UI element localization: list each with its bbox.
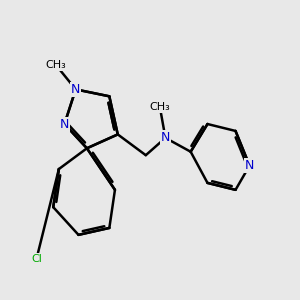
Text: N: N (71, 83, 80, 96)
Text: CH₃: CH₃ (46, 60, 66, 70)
Text: N: N (161, 131, 170, 144)
Text: CH₃: CH₃ (149, 102, 170, 112)
Text: N: N (60, 118, 69, 130)
Text: N: N (245, 159, 254, 172)
Text: Cl: Cl (31, 254, 42, 264)
